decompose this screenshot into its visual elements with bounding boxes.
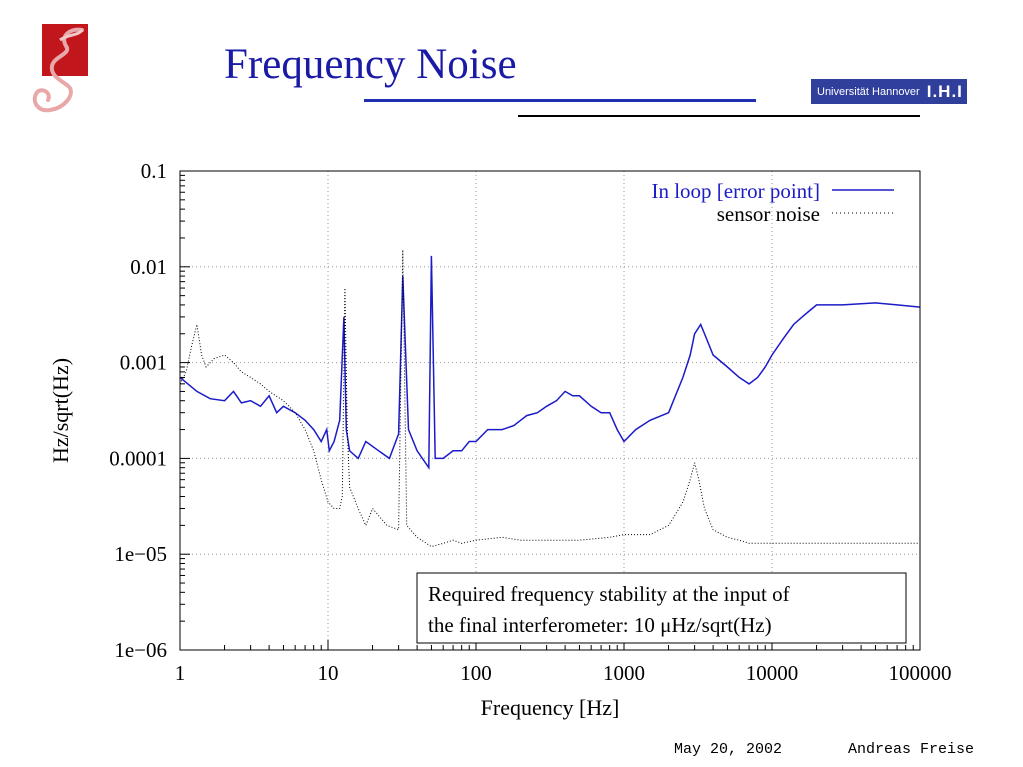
header-rule bbox=[518, 115, 920, 117]
chart-ticks: 1 10 100 1000 10000 100000 0.1 0.01 0.001 0.0001 1… bbox=[109, 159, 951, 685]
y-tick-label: 0.0001 bbox=[109, 446, 167, 470]
legend-label-in-loop: In loop [error point] bbox=[651, 179, 820, 203]
y-axis-label: Hz/sqrt(Hz) bbox=[48, 358, 73, 463]
chart-legend: In loop [error point] sensor noise bbox=[651, 179, 894, 226]
x-tick-label: 1 bbox=[175, 661, 186, 685]
x-tick-label: 10 bbox=[318, 661, 339, 685]
university-logo-text: Universität Hannover bbox=[817, 85, 920, 98]
institution-logo bbox=[32, 24, 88, 113]
x-tick-label: 100000 bbox=[889, 661, 952, 685]
x-tick-label: 1000 bbox=[603, 661, 645, 685]
chart-grid bbox=[180, 171, 920, 650]
requirement-annotation: Required frequency stability at the inpu… bbox=[416, 572, 907, 644]
series-in-loop bbox=[180, 255, 920, 471]
y-tick-label: 0.001 bbox=[120, 351, 167, 375]
y-tick-label: 1e−06 bbox=[114, 638, 167, 662]
x-tick-label: 10000 bbox=[746, 661, 799, 685]
x-tick-label: 100 bbox=[460, 661, 492, 685]
x-axis-label: Frequency [Hz] bbox=[481, 695, 620, 720]
plot-frame bbox=[179, 170, 921, 651]
annotation-line-2: the final interferometer: 10 μHz/sqrt(Hz… bbox=[428, 613, 772, 637]
y-tick-label: 1e−05 bbox=[114, 542, 167, 566]
university-logo-mark: I.H.I bbox=[926, 81, 963, 101]
chart-series bbox=[180, 249, 920, 548]
annotation-line-1: Required frequency stability at the inpu… bbox=[428, 582, 790, 606]
series-sensor-noise bbox=[180, 249, 920, 548]
title-underline bbox=[364, 99, 756, 102]
slide-title: Frequency Noise bbox=[224, 41, 517, 88]
footer-author: Andreas Freise bbox=[848, 741, 975, 758]
footer-date: May 20, 2002 bbox=[674, 741, 783, 758]
legend-label-sensor-noise: sensor noise bbox=[717, 202, 820, 226]
y-tick-label: 0.01 bbox=[130, 255, 167, 279]
y-tick-label: 0.1 bbox=[141, 159, 167, 183]
annotation-box bbox=[416, 572, 907, 644]
university-logo: Universität Hannover I.H.I bbox=[811, 79, 967, 104]
